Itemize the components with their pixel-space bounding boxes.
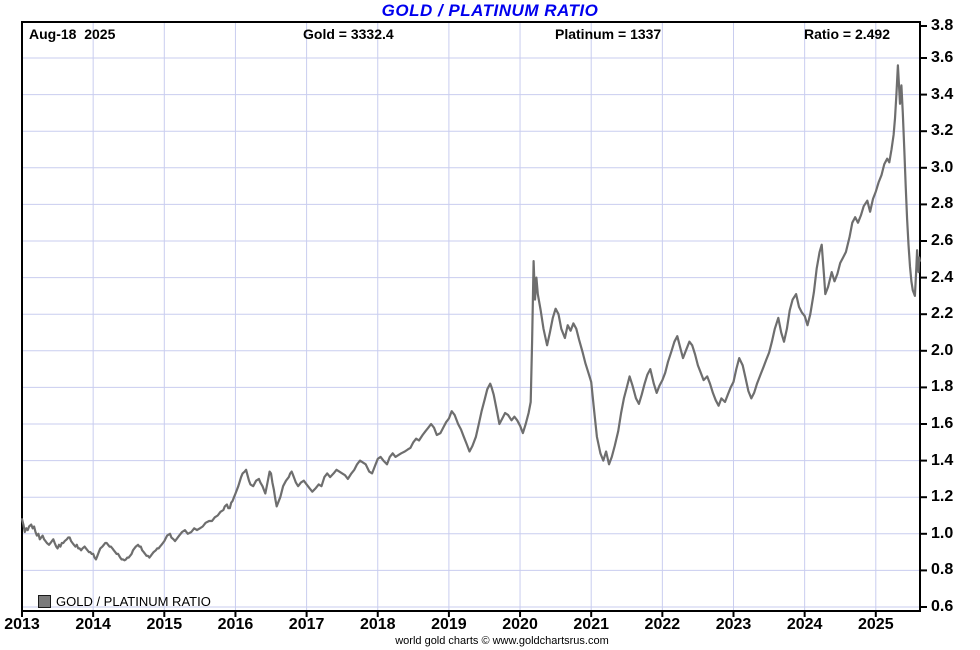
y-tick-label: 2.6 [931,232,954,249]
y-tick-label: 3.8 [931,17,954,34]
x-tick-label: 2024 [786,616,823,633]
header-date: Aug-18 2025 [29,26,116,42]
y-tick-label: 1.8 [931,378,954,396]
legend-swatch-icon [38,595,51,608]
y-tick-label: 3.6 [931,49,954,66]
x-tick-label: 2022 [644,616,681,633]
legend: GOLD / PLATINUM RATIO [38,595,211,608]
x-tick-label: 2014 [75,616,111,633]
page-title: GOLD / PLATINUM RATIO [381,1,599,20]
y-tick-label: 3.0 [931,158,954,176]
x-tick-label: 2018 [359,616,396,633]
x-tick-label: 2017 [288,616,325,633]
y-tick-label: 2.4 [931,268,954,286]
header-gold-value: Gold = 3332.4 [303,26,394,42]
y-tick-label: 2.8 [931,195,954,213]
ratio-line [20,64,922,562]
x-tick-label: 2025 [858,616,894,633]
x-tick-label: 2015 [146,616,183,633]
plot-border [21,21,921,612]
x-tick-label: 2019 [431,616,467,633]
x-tick-label: 2021 [573,616,609,633]
x-tick-label: 2023 [715,616,752,633]
header-platinum-value: Platinum = 1337 [555,26,662,42]
x-tick-label: 2020 [502,616,538,633]
y-tick-label: 0.8 [931,561,954,579]
y-tick-label: 0.6 [931,598,954,615]
footer-credit: world gold charts © www.goldchartsrus.co… [395,635,609,647]
y-tick-label: 3.4 [931,85,954,103]
y-tick-label: 1.2 [931,488,954,506]
y-tick-label: 2.2 [931,305,954,323]
y-tick-label: 1.6 [931,415,954,432]
x-tick-label: 2016 [217,616,254,633]
y-tick-label: 2.0 [931,341,954,359]
y-tick-label: 3.2 [931,122,954,140]
x-tick-label: 2013 [4,616,40,633]
y-tick-label: 1.4 [931,451,954,469]
legend-label: GOLD / PLATINUM RATIO [56,594,211,609]
header-ratio-value: Ratio = 2.492 [804,26,890,42]
y-tick-label: 1.0 [931,524,954,542]
